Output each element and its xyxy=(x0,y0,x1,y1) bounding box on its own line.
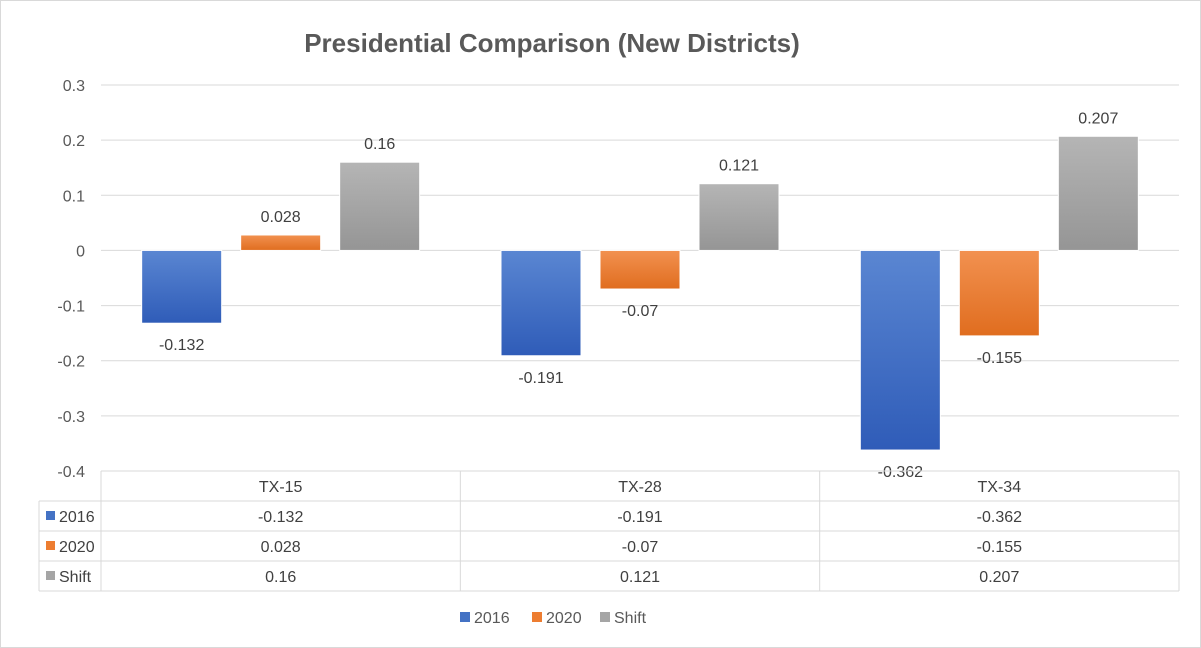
y-tick-label: -0.3 xyxy=(57,409,85,426)
bar-shift-tx-34 xyxy=(1057,135,1139,251)
table-row-label: 2020 xyxy=(59,539,95,556)
bar-2020-tx-28 xyxy=(599,249,681,290)
table-cell: -0.07 xyxy=(622,539,659,556)
y-tick-label: -0.4 xyxy=(57,464,85,481)
data-label: 0.207 xyxy=(1078,110,1118,127)
bar-2020-tx-34 xyxy=(958,249,1040,337)
bars xyxy=(141,135,1139,451)
legend-key-shift xyxy=(600,612,610,622)
table-header-cell: TX-34 xyxy=(978,479,1022,496)
table-cell: 0.207 xyxy=(979,569,1019,586)
table-cell: -0.191 xyxy=(617,509,662,526)
table-cell: -0.155 xyxy=(977,539,1022,556)
table-legend-key xyxy=(46,571,55,580)
y-tick-label: 0 xyxy=(76,243,85,260)
table-header-cell: TX-15 xyxy=(259,479,303,496)
data-label: -0.132 xyxy=(159,337,204,354)
chart-title: Presidential Comparison (New Districts) xyxy=(304,28,800,58)
legend-label: 2020 xyxy=(546,610,582,627)
bar-shift-tx-15 xyxy=(339,161,421,251)
bar-2016-tx-28 xyxy=(500,249,582,357)
data-label: -0.191 xyxy=(518,370,563,387)
legend-label: 2016 xyxy=(474,610,510,627)
y-tick-label: 0.2 xyxy=(63,133,85,150)
data-label: 0.16 xyxy=(364,136,395,153)
legend-key-2016 xyxy=(460,612,470,622)
bar-2016-tx-15 xyxy=(141,249,223,324)
y-axis: 0.3 0.2 0.1 0 -0.1 -0.2 -0.3 -0.4 xyxy=(57,78,85,481)
bar-2016-tx-34 xyxy=(859,249,941,451)
data-label: 0.028 xyxy=(261,209,301,226)
bar-2020-tx-15 xyxy=(240,234,322,251)
data-label: -0.362 xyxy=(878,464,923,481)
data-label: -0.07 xyxy=(622,303,659,320)
bar-shift-tx-28 xyxy=(698,183,780,251)
y-tick-label: 0.3 xyxy=(63,78,85,95)
table-row-label: 2016 xyxy=(59,509,95,526)
legend-key-2020 xyxy=(532,612,542,622)
table-legend-key xyxy=(46,511,55,520)
legend-label: Shift xyxy=(614,610,647,627)
table-cell: -0.362 xyxy=(977,509,1022,526)
table-cell: -0.132 xyxy=(258,509,303,526)
data-labels: -0.132 -0.191 -0.362 0.028 -0.07 -0.155 0.16 0.… xyxy=(159,110,1118,481)
y-tick-label: -0.1 xyxy=(57,299,85,316)
table-cell: 0.028 xyxy=(261,539,301,556)
y-tick-label: 0.1 xyxy=(63,188,85,205)
data-label: 0.121 xyxy=(719,158,759,175)
data-table: TX-15 TX-28 TX-34 2016 -0.132 -0.191 -0.362 202… xyxy=(38,470,1180,592)
table-row-label: Shift xyxy=(59,569,92,586)
table-cell: 0.16 xyxy=(265,569,296,586)
y-tick-label: -0.2 xyxy=(57,354,85,371)
table-cell: 0.121 xyxy=(620,569,660,586)
legend: 2016 2020 Shift xyxy=(460,610,647,627)
data-label: -0.155 xyxy=(977,350,1022,367)
table-header-cell: TX-28 xyxy=(618,479,662,496)
table-legend-key xyxy=(46,541,55,550)
